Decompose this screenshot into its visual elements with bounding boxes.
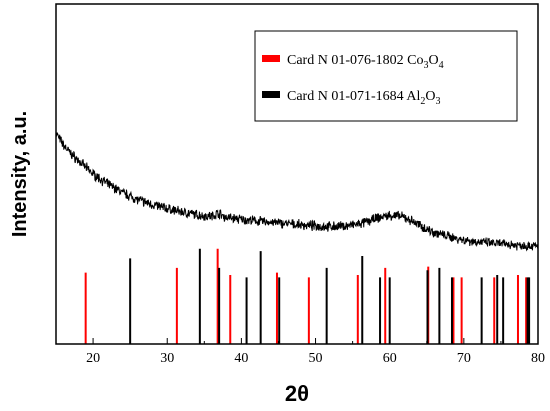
legend-swatch-al2o3	[262, 91, 280, 98]
x-tick-label: 60	[383, 351, 397, 366]
legend-box	[254, 30, 518, 122]
y-axis-title: Intensity, a.u.	[9, 111, 31, 237]
reference-lines	[84, 248, 531, 344]
x-tick-label: 50	[309, 351, 323, 366]
x-tick-label: 40	[234, 351, 248, 366]
legend-label-co3o4: Card N 01-076-1802 Co3O4	[287, 53, 444, 71]
x-axis-title: 2θ	[285, 381, 309, 406]
x-tick-label: 70	[457, 351, 471, 366]
x-tick-label: 20	[86, 351, 100, 366]
plot-frame	[55, 3, 539, 345]
xrd-pattern-line	[55, 132, 539, 252]
legend: Card N 01-076-1802 Co3O4 Card N 01-071-1…	[254, 30, 518, 122]
x-tick-label: 30	[160, 351, 174, 366]
legend-swatch-co3o4	[262, 55, 280, 62]
x-tick-label: 80	[531, 351, 545, 366]
legend-label-al2o3: Card N 01-071-1684 Al2O3	[287, 89, 441, 107]
x-axis-ticks: 20 30 40 50 60 70 80	[55, 338, 545, 366]
